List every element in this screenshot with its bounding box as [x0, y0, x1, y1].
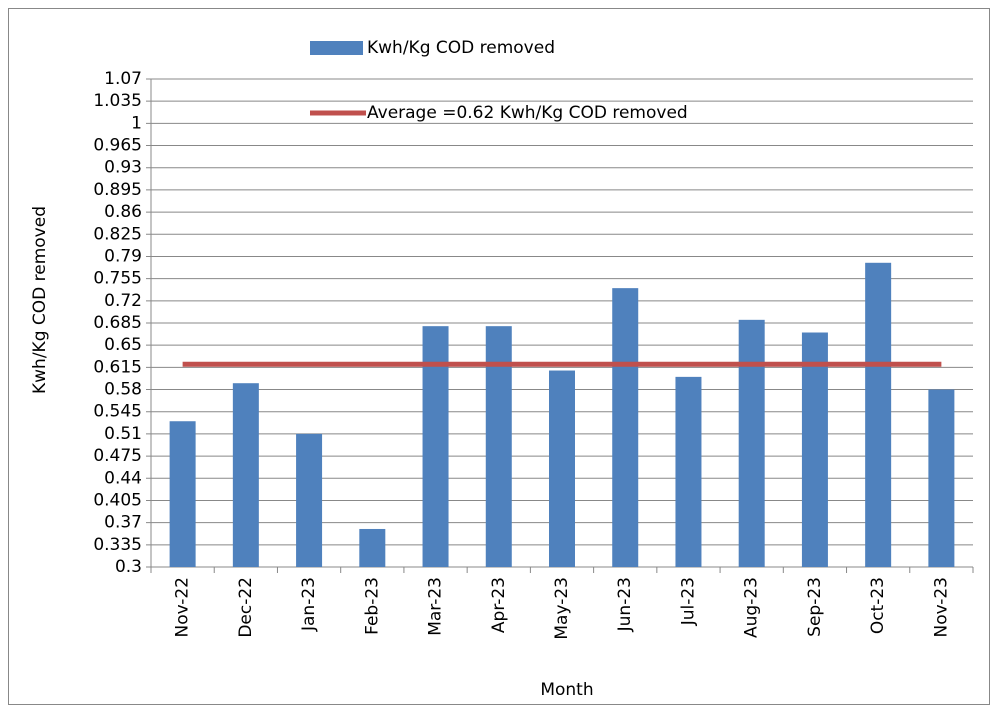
- x-tick-label: Oct-23: [868, 577, 888, 634]
- legend-swatch: [310, 41, 363, 55]
- x-axis-title: Month: [540, 680, 593, 700]
- y-tick-label: 0.93: [104, 158, 142, 178]
- y-tick-label: 0.685: [93, 313, 142, 333]
- bar: [296, 433, 323, 567]
- bar: [928, 389, 955, 567]
- x-tick-label: Nov-23: [931, 577, 951, 638]
- y-tick-label: 0.335: [93, 535, 142, 555]
- legend-label: Average =0.62 Kwh/Kg COD removed: [367, 103, 688, 123]
- bar: [865, 262, 892, 567]
- y-tick-label: 0.755: [93, 269, 142, 289]
- bar: [549, 370, 575, 567]
- y-tick-label: 0.86: [104, 202, 142, 222]
- x-tick-label: Jan-23: [299, 577, 319, 632]
- legend-label: Kwh/Kg COD removed: [367, 38, 555, 58]
- bar: [232, 383, 259, 567]
- y-tick-label: 0.58: [104, 380, 142, 400]
- y-tick-label: 0.405: [93, 490, 142, 510]
- x-tick-label: Jun-23: [615, 577, 635, 632]
- x-tick-label: May-23: [552, 577, 572, 640]
- y-tick-label: 0.37: [104, 513, 142, 533]
- bar: [169, 421, 196, 567]
- y-tick-label: 0.51: [104, 424, 142, 444]
- y-tick-label: 0.965: [93, 136, 142, 156]
- y-tick-label: 0.79: [104, 246, 142, 266]
- x-tick-label: Aug-23: [742, 577, 762, 638]
- x-tick-label: Dec-22: [236, 577, 256, 638]
- y-tick-label: 0.3: [115, 557, 142, 577]
- y-tick-label: 0.44: [104, 468, 142, 488]
- y-axis-title: Kwh/Kg COD removed: [30, 206, 50, 394]
- x-tick-label: Nov-22: [173, 577, 193, 638]
- x-tick-label: Feb-23: [362, 577, 382, 635]
- bar: [612, 288, 639, 567]
- y-tick-label: 1.035: [93, 91, 142, 111]
- y-tick-label: 0.895: [93, 180, 142, 200]
- y-tick-label: 0.475: [93, 446, 142, 466]
- y-tick-label: 1.07: [104, 69, 142, 89]
- y-tick-label: 0.545: [93, 402, 142, 422]
- bar: [359, 528, 386, 567]
- bar: [738, 319, 765, 567]
- bar: [675, 376, 702, 567]
- y-tick-label: 0.825: [93, 224, 142, 244]
- x-tick-label: Mar-23: [426, 577, 446, 636]
- y-tick-label: 0.65: [104, 335, 142, 355]
- y-tick-label: 1: [131, 113, 142, 133]
- y-tick-label: 0.615: [93, 357, 142, 377]
- y-tick-label: 0.72: [104, 291, 142, 311]
- x-tick-label: Sep-23: [805, 577, 825, 637]
- bar: [801, 332, 828, 567]
- x-tick-label: Apr-23: [489, 577, 509, 633]
- x-tick-label: Jul-23: [678, 577, 698, 626]
